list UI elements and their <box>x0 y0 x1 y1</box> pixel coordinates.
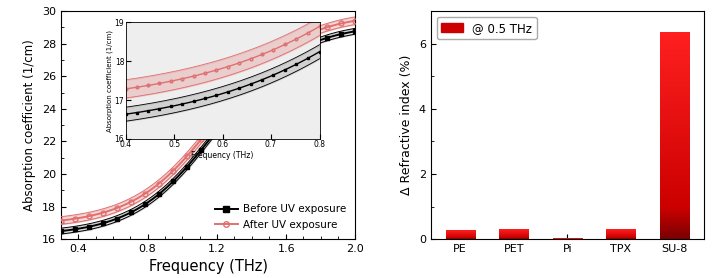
Legend: Before UV exposure, After UV exposure: Before UV exposure, After UV exposure <box>210 200 350 234</box>
Y-axis label: Absorption coefficient (1/cm): Absorption coefficient (1/cm) <box>24 39 37 211</box>
X-axis label: Frequency (THz): Frequency (THz) <box>192 151 253 160</box>
Y-axis label: Δ Refractive index (%): Δ Refractive index (%) <box>400 55 414 195</box>
Legend: @ 0.5 THz: @ 0.5 THz <box>437 17 537 39</box>
Y-axis label: Absorption coefficient (1/cm): Absorption coefficient (1/cm) <box>107 30 113 131</box>
X-axis label: Frequency (THz): Frequency (THz) <box>149 259 268 274</box>
